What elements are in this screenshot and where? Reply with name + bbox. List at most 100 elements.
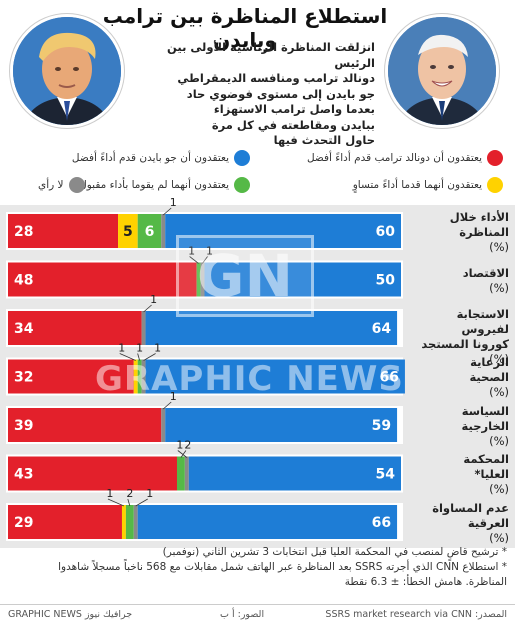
bar-segment-neither: [196, 262, 201, 297]
legend-swatch-equal: [487, 177, 503, 193]
bar-segment-trump: [8, 408, 162, 442]
bar-value-label: 48: [14, 273, 33, 289]
bar-segment-no_opinion: [141, 311, 146, 345]
bar-value-label: 29: [14, 515, 33, 531]
intro-line: انزلقت المناظرة الرئاسية الأولى بين الرئ…: [167, 40, 375, 70]
bar-segment-biden: [137, 505, 398, 539]
bar-segment-no_opinion: [161, 214, 166, 248]
trump-portrait-illustration: [13, 17, 121, 125]
category-label-unit: (%): [489, 433, 509, 448]
category-label-line: الاقتصاد: [462, 265, 509, 280]
bar-segment-trump: [8, 456, 177, 491]
bar-value-label: 50: [376, 273, 396, 289]
legend-item-no-opinion: لا رأي: [38, 177, 85, 193]
intro-text: انزلقت المناظرة الرئاسية الأولى بين الرئ…: [140, 40, 375, 149]
callout-label: 1: [188, 245, 195, 258]
callout-label: 1: [106, 487, 113, 500]
legend-label: يعتقدون أنهما قدما أداءً متساوٍ: [352, 179, 482, 191]
bar-segment-trump: [8, 359, 134, 394]
footer-photos: الصور: أ ب: [220, 609, 265, 620]
callout-label: 1: [136, 342, 143, 355]
category-label-unit: (%): [489, 482, 509, 496]
bar-segment-biden: [188, 456, 401, 491]
footnote: * ترشيح قاضٍ لمنصب في المحكمة العليا قبل…: [162, 546, 507, 558]
bar-segment-neither: [137, 214, 162, 248]
category-label: الاقتصاد (%): [409, 266, 509, 296]
intro-line: جو بايدن إلى مستوى فوضوي حاد: [186, 86, 375, 101]
page-title: استطلاع المناظرة بين ترامب وبايدن: [102, 4, 388, 52]
bar-segment-no_opinion: [141, 359, 146, 394]
legend-item-biden: يعتقدون أن جو بايدن قدم أداءً أفضل: [72, 150, 250, 166]
bar-segment-trump: [8, 505, 122, 539]
bar-value-label: 66: [379, 370, 398, 386]
legend-item-trump: يعتقدون أن دونالد ترامب قدم أداءً أفضل: [307, 150, 503, 166]
callout-label: 1: [176, 439, 183, 452]
bar-segment-no_opinion: [184, 456, 189, 491]
bar-value-label: 60: [376, 224, 396, 240]
legend-swatch-biden: [234, 150, 250, 166]
bar-value-label: 32: [14, 370, 33, 386]
category-label-line: العرقية: [467, 515, 509, 530]
bar-segment-equal: [118, 214, 138, 248]
intro-line: حاول التحدث فيها: [273, 133, 375, 147]
category-label-unit: (%): [489, 280, 509, 295]
callout-leader: [162, 401, 172, 410]
category-label-line: المحكمة: [463, 452, 509, 466]
legend-item-neither: يعتقدون أنهما لم يقوما بأداء مقبول: [79, 177, 250, 193]
footer-brand: GRAPHIC NEWS جرافيك نيوز: [8, 609, 133, 620]
bar-segment-trump: [8, 262, 197, 297]
callout-leader: [202, 256, 208, 264]
bar-segment-neither: [176, 456, 185, 491]
callout-leader: [107, 498, 125, 507]
footnote: * استطلاع CNN الذي أجرته SSRS بعد المناظ…: [58, 561, 507, 573]
callout-label: 1: [150, 293, 157, 306]
bar-segment-equal: [121, 505, 126, 539]
bar-value-label: 39: [14, 418, 33, 434]
category-label-unit: (%): [489, 239, 509, 254]
bar-segment-biden: [145, 359, 405, 394]
bar-value-label: 66: [372, 515, 391, 531]
callout-leader: [127, 498, 131, 507]
legend-swatch-no-opinion: [68, 177, 85, 193]
bar-value-label: 64: [372, 321, 392, 337]
bar-segment-trump: [8, 214, 119, 248]
category-label: المحكمة العليا* (%): [409, 452, 509, 497]
bar-value-label: 54: [376, 467, 396, 483]
intro-line: دونالد ترامب ومنافسه الديمقراطي: [177, 71, 375, 85]
category-label: السياسة الخارجية (%): [409, 404, 509, 449]
category-label-line: كورونا المستجد: [421, 336, 509, 351]
category-label-unit: (%): [489, 385, 509, 399]
category-label-line: السياسة: [461, 403, 509, 418]
legend-label: يعتقدون أنهما لم يقوما بأداء مقبول: [79, 179, 229, 191]
intro-line: بعدما واصل ترامب الاستهزاء: [213, 102, 375, 116]
category-label-line: الاستجابة لفيروس: [456, 306, 509, 336]
callout-label: 1: [170, 196, 177, 209]
biden-portrait-illustration: [388, 17, 496, 125]
bar-value-label: 34: [14, 321, 34, 337]
category-label: الأداء خلال المناظرة (%): [409, 210, 509, 255]
bar-segment-trump: [8, 311, 142, 345]
callout-leader: [143, 304, 152, 313]
category-label-line: المناظرة: [459, 224, 509, 239]
legend-label: لا رأي: [38, 179, 64, 191]
callout-label: 2: [184, 439, 191, 452]
callout-leader: [162, 207, 172, 216]
intro-line: ببايدن ومقاطعته في كل مرة: [211, 117, 375, 132]
callout-leader: [180, 450, 187, 458]
category-label: الاستجابة لفيروس كورونا المستجد (%): [409, 307, 509, 367]
callout-label: 1: [118, 342, 125, 355]
legend-swatch-trump: [487, 150, 503, 166]
bar-segment-biden: [204, 262, 401, 297]
bar-segment-equal: [133, 359, 138, 394]
callout-label: 1: [170, 390, 177, 403]
legend-swatch-neither: [234, 177, 250, 193]
category-label-line: العليا*: [474, 467, 509, 481]
bar-value-label: 5: [123, 224, 133, 240]
callout-label: 1: [154, 342, 161, 355]
bar-segment-biden: [165, 408, 398, 442]
category-label-line: الصحية: [469, 370, 509, 384]
callout-leader: [143, 353, 156, 361]
bar-value-label: 28: [14, 224, 33, 240]
category-label-line: الرعاية: [470, 355, 509, 369]
category-label-line: الخارجية: [461, 418, 509, 433]
